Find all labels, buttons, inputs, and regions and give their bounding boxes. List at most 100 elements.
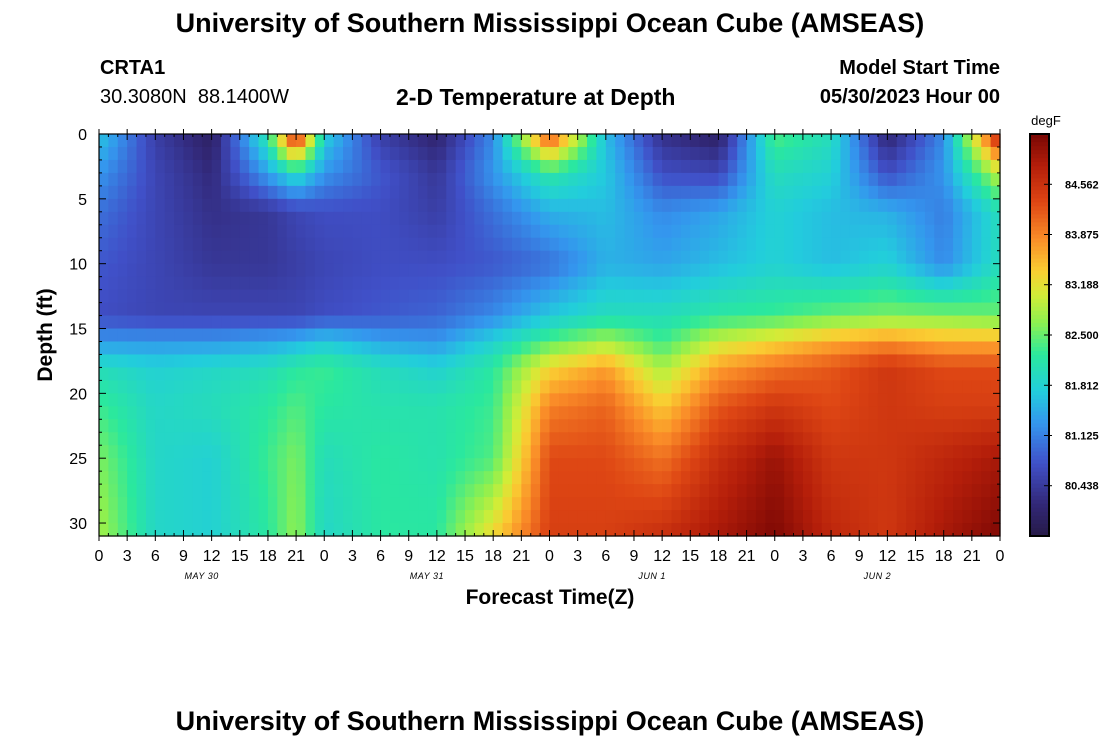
heatmap-cell: [192, 406, 203, 420]
heatmap-cell: [718, 380, 729, 394]
heatmap-cell: [286, 185, 297, 200]
heatmap-cell: [343, 289, 354, 304]
heatmap-cell: [389, 276, 400, 291]
heatmap-cell: [117, 224, 128, 239]
heatmap-cell: [502, 172, 513, 187]
heatmap-cell: [934, 341, 945, 356]
heatmap-cell: [549, 380, 560, 394]
heatmap-cell: [746, 523, 757, 537]
heatmap-cell: [399, 523, 410, 537]
heatmap-cell: [502, 198, 513, 213]
heatmap-cell: [474, 289, 485, 304]
heatmap-cell: [352, 406, 363, 420]
heatmap-cell: [643, 497, 654, 511]
heatmap-cell: [765, 263, 776, 278]
heatmap-cell: [324, 185, 335, 200]
heatmap-cell: [108, 510, 119, 524]
heatmap-cell: [699, 445, 710, 459]
heatmap-cell: [305, 432, 316, 446]
heatmap-cell: [868, 159, 879, 174]
heatmap-cell: [887, 250, 898, 265]
heatmap-cell: [493, 315, 504, 330]
heatmap-cell: [343, 458, 354, 472]
heatmap-cell: [108, 471, 119, 485]
heatmap-cell: [136, 134, 147, 148]
heatmap-cell: [859, 172, 870, 187]
heatmap-cell: [493, 289, 504, 304]
heatmap-cell: [558, 134, 569, 148]
heatmap-cell: [221, 146, 231, 161]
heatmap-cell: [953, 224, 964, 239]
heatmap-cell: [737, 419, 748, 433]
heatmap-cell: [296, 471, 307, 485]
heatmap-cell: [305, 458, 316, 472]
heatmap-cell: [662, 419, 673, 433]
heatmap-cell: [887, 393, 898, 407]
heatmap-cell: [286, 367, 297, 381]
heatmap-cell: [352, 211, 363, 226]
heatmap-cell: [643, 419, 654, 433]
heatmap-cell: [887, 341, 898, 356]
heatmap-cell: [361, 237, 372, 252]
y-tick-label: 5: [78, 192, 87, 209]
heatmap-cell: [934, 406, 945, 420]
heatmap-cell: [981, 237, 992, 252]
heatmap-cell: [812, 484, 823, 498]
heatmap-cell: [605, 458, 616, 472]
heatmap-cell: [155, 471, 166, 485]
heatmap-cell: [662, 276, 673, 291]
heatmap-cell: [540, 458, 551, 472]
heatmap-cell: [117, 354, 128, 369]
heatmap-cell: [643, 341, 654, 356]
heatmap-cell: [493, 250, 504, 265]
heatmap-cell: [633, 510, 644, 524]
heatmap-cell: [577, 263, 588, 278]
heatmap-cell: [511, 445, 522, 459]
heatmap-cell: [436, 406, 447, 420]
heatmap-cell: [971, 367, 982, 381]
heatmap-cell: [896, 198, 907, 213]
heatmap-cell: [427, 406, 438, 420]
heatmap-cell: [483, 315, 494, 330]
heatmap-cell: [896, 211, 907, 226]
heatmap-cell: [737, 237, 748, 252]
heatmap-cell: [258, 458, 269, 472]
heatmap-cell: [840, 497, 851, 511]
heatmap-cell: [962, 523, 973, 537]
heatmap-cell: [371, 367, 382, 381]
heatmap-cell: [127, 445, 138, 459]
heatmap-cell: [624, 250, 635, 265]
heatmap-cell: [699, 523, 710, 537]
heatmap-cell: [671, 432, 682, 446]
heatmap-cell: [558, 341, 569, 356]
heatmap-cell: [502, 159, 513, 174]
heatmap-cell: [859, 419, 870, 433]
colorbar-tick-label: 81.812: [1065, 380, 1099, 392]
heatmap-cell: [746, 354, 757, 369]
heatmap-cell: [746, 172, 757, 187]
heatmap-cell: [314, 250, 325, 265]
heatmap-cell: [314, 172, 325, 187]
heatmap-cell: [755, 432, 766, 446]
heatmap-cell: [136, 315, 147, 330]
heatmap-cell: [633, 185, 644, 200]
heatmap-cell: [549, 224, 560, 239]
heatmap-cell: [906, 406, 917, 420]
heatmap-cell: [680, 471, 691, 485]
heatmap-cell: [221, 497, 231, 511]
heatmap-cell: [436, 172, 447, 187]
heatmap-cell: [277, 445, 288, 459]
heatmap-cell: [164, 172, 175, 187]
heatmap-cell: [718, 523, 729, 537]
heatmap-cell: [887, 406, 898, 420]
heatmap-cell: [493, 134, 504, 148]
heatmap-cell: [455, 497, 466, 511]
heatmap-cell: [221, 237, 231, 252]
heatmap-cell: [652, 289, 663, 304]
heatmap-cell: [174, 419, 185, 433]
heatmap-cell: [662, 146, 673, 161]
heatmap-cell: [784, 484, 795, 498]
heatmap-cell: [615, 380, 626, 394]
heatmap-cell: [840, 263, 851, 278]
heatmap-cell: [558, 484, 569, 498]
